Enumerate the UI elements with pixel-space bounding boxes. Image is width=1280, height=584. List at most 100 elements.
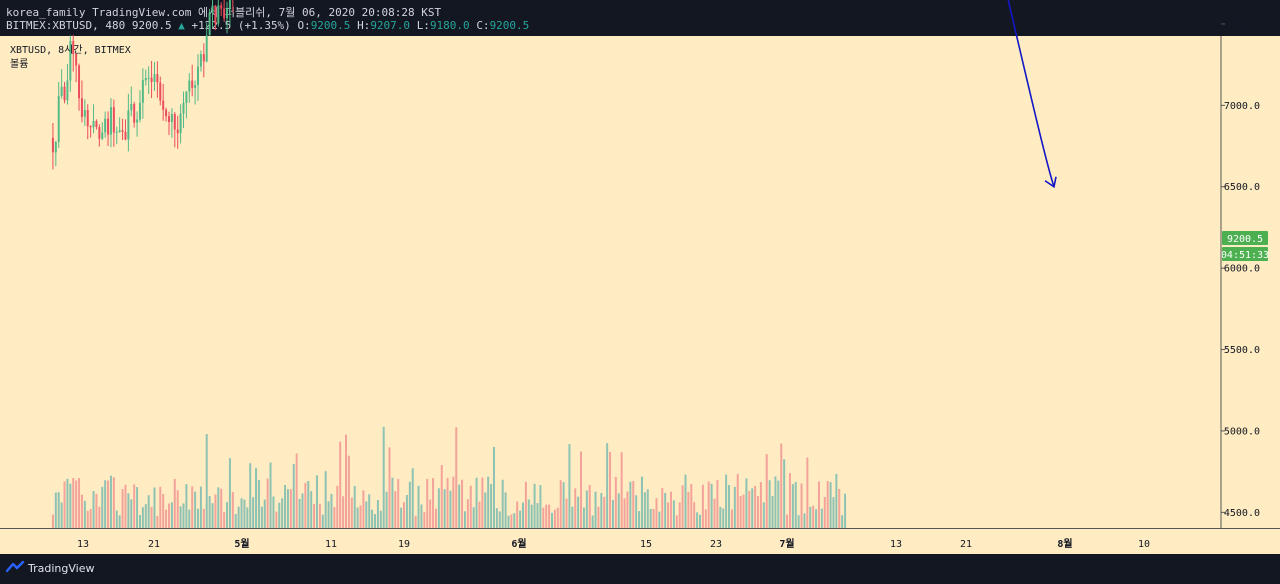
- countdown-tag-text: 04:51:33: [1221, 250, 1269, 261]
- volume-bar: [263, 499, 266, 528]
- volume-bar: [751, 488, 754, 528]
- volume-bar: [429, 499, 432, 528]
- volume-bar: [408, 481, 411, 528]
- volume-bar: [484, 492, 487, 528]
- volume-bar: [701, 484, 704, 528]
- x-tick-label: 11: [325, 539, 337, 550]
- volume-bar: [124, 484, 127, 528]
- volume-bar: [397, 479, 400, 528]
- candle-body: [98, 127, 101, 139]
- volume-bar: [376, 499, 379, 528]
- volume-bar: [339, 441, 342, 528]
- volume-bar: [315, 475, 318, 528]
- candle-body: [80, 98, 83, 117]
- volume-bar: [646, 489, 649, 528]
- volume-bar: [162, 493, 165, 528]
- volume-bar: [597, 506, 600, 528]
- candle-body: [182, 102, 185, 114]
- price-chart[interactable]: 4500.0 5000.0 5500.0 6000.0 6500.0 7000.0 7500…: [0, 0, 1280, 554]
- volume-bar: [736, 473, 739, 528]
- volume-bar: [652, 508, 655, 528]
- volume-bar: [115, 510, 118, 528]
- candle-body: [179, 113, 182, 134]
- volume-bar: [403, 502, 406, 528]
- volume-bar: [138, 514, 141, 528]
- candle-body: [185, 91, 188, 103]
- candle-body: [194, 84, 197, 88]
- volume-bar: [434, 508, 437, 528]
- close-label: C:: [476, 19, 490, 32]
- volume-bar: [806, 457, 809, 528]
- volume-bar: [243, 499, 246, 528]
- x-tick-label: 21: [960, 539, 972, 550]
- volume-bar: [617, 493, 620, 528]
- volume-bar: [269, 462, 272, 528]
- candle-body: [176, 129, 179, 134]
- volume-bar: [707, 481, 710, 528]
- volume-bar: [368, 494, 371, 528]
- volume-bar: [536, 503, 539, 528]
- volume-bar: [313, 503, 316, 528]
- volume-bar: [817, 481, 820, 528]
- last-price: 9200.5: [131, 19, 172, 32]
- volume-bar: [698, 514, 701, 528]
- y-tick-label: 7000.0: [1224, 101, 1260, 112]
- volume-bar: [466, 499, 469, 528]
- candle-body: [188, 80, 191, 92]
- low-label: L:: [416, 19, 430, 32]
- candle-body: [191, 80, 194, 88]
- volume-bar: [710, 483, 713, 528]
- volume-bar: [336, 485, 339, 528]
- trendlines: [1007, 0, 1057, 189]
- open-label: O:: [297, 19, 311, 32]
- volume-bar: [278, 502, 281, 528]
- candle-body: [165, 109, 168, 117]
- volume-bar: [594, 491, 597, 528]
- volume-bar: [815, 509, 818, 528]
- y-tick-label: 5500.0: [1224, 345, 1260, 356]
- volume-bar: [568, 444, 571, 528]
- volume-bar: [791, 484, 794, 528]
- volume-bar: [829, 482, 832, 528]
- volume-bar: [551, 512, 554, 528]
- volume-bar: [733, 486, 736, 528]
- volume-bar: [577, 496, 580, 528]
- countdown-tag: [1222, 247, 1268, 261]
- candle-body: [205, 35, 208, 62]
- volume-bar: [130, 499, 133, 528]
- volume-bar: [623, 498, 626, 528]
- candle-body: [208, 12, 211, 36]
- volume-bar: [574, 488, 577, 528]
- volume-bar: [588, 485, 591, 528]
- volume-bar: [423, 512, 426, 528]
- volume-bar: [324, 471, 327, 528]
- volume-bar: [759, 482, 762, 528]
- candle-body: [69, 40, 72, 81]
- candle-body: [133, 104, 136, 123]
- volume-bar: [301, 493, 304, 528]
- candle-body: [83, 110, 86, 117]
- candle-body: [211, 5, 214, 13]
- volume-bar: [797, 515, 800, 528]
- volume-bar: [330, 493, 333, 528]
- volume-bar: [118, 515, 121, 528]
- volume-bar: [289, 489, 292, 528]
- candle-body: [75, 54, 78, 66]
- volume-bar: [208, 496, 211, 528]
- volume-bar: [318, 503, 321, 528]
- volume-bar: [669, 491, 672, 528]
- volume-bar: [510, 514, 513, 528]
- price-axis[interactable]: [1221, 36, 1280, 528]
- candle-body: [217, 5, 220, 24]
- volume-bar: [640, 476, 643, 528]
- volume-bar: [220, 488, 223, 528]
- volume-bar: [156, 515, 159, 528]
- volume-bar: [385, 491, 388, 528]
- x-tick-label: 13: [77, 539, 89, 550]
- volume-bar: [231, 491, 234, 528]
- time-axis[interactable]: [0, 528, 1280, 554]
- volume-bar: [614, 476, 617, 528]
- volume-bar: [527, 499, 530, 528]
- volume-bar: [571, 506, 574, 528]
- volume-bar: [658, 511, 661, 528]
